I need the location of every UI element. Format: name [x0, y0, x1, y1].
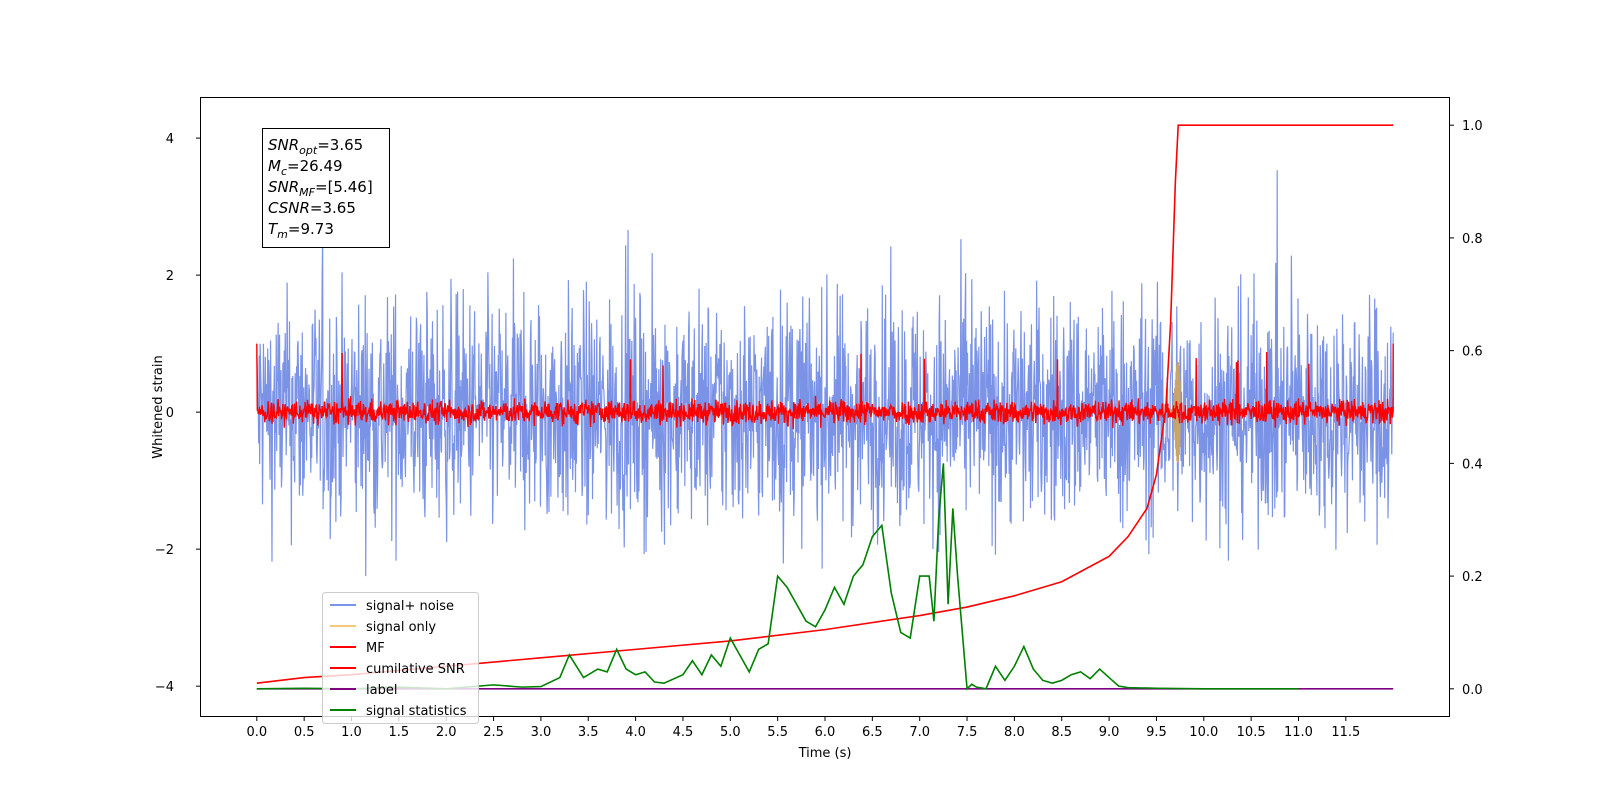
- x-tick-label: 8.5: [1051, 725, 1072, 740]
- legend-label: MF: [366, 641, 385, 656]
- y-axis-label: Whitened strain: [151, 355, 166, 458]
- y2-tick-label: 0.4: [1462, 457, 1483, 472]
- axes-layer: 0.0 0.5 1.0 1.5 2.0 2.5 3.0 3.5 4.0 4.5 5.0 5.5 6.0 6…: [155, 119, 1483, 740]
- x-tick-label: 4.5: [673, 725, 694, 740]
- y-tick-label: −2: [155, 543, 174, 558]
- x-tick-label: 0.5: [294, 725, 315, 740]
- legend-label: signal only: [366, 620, 436, 635]
- x-tick-label: 2.0: [436, 725, 457, 740]
- x-tick-label: 5.5: [767, 725, 788, 740]
- annotation-box: SNRopt=3.65Mc=26.49SNRMF=[5.46]CSNR=3.65…: [262, 128, 390, 248]
- x-tick-label: 4.0: [625, 725, 646, 740]
- series-signal-noise: [256, 170, 1394, 577]
- plot-frame: [200, 97, 1450, 717]
- annotation-frame: [262, 128, 390, 248]
- legend-label: signal+ noise: [366, 599, 454, 614]
- series-signal-statistics: [256, 463, 1299, 691]
- legend-label: cumilative SNR: [366, 662, 465, 677]
- annotation-line: Tm=9.73: [268, 220, 334, 241]
- x-tick-label: 5.0: [720, 725, 741, 740]
- legend-label: label: [366, 683, 397, 698]
- x-tick-label: 3.0: [531, 725, 552, 740]
- annotation-line: SNRopt=3.65: [268, 136, 363, 157]
- x-tick-label: 9.5: [1146, 725, 1167, 740]
- y2-tick-label: 0.2: [1462, 570, 1483, 585]
- x-tick-label: 7.0: [909, 725, 930, 740]
- x-tick-label: 11.0: [1284, 725, 1313, 740]
- y-tick-label: 4: [166, 132, 174, 147]
- x-axis-label: Time (s): [798, 746, 852, 761]
- y2-tick-label: 0.0: [1462, 683, 1483, 698]
- x-tick-label: 1.0: [341, 725, 362, 740]
- legend: signal+ noise signal only MF cumilative SNR…: [322, 592, 479, 724]
- legend-frame: [322, 592, 479, 724]
- y2-tick-label: 0.8: [1462, 232, 1483, 247]
- series-cumulative-snr: [256, 124, 1394, 684]
- x-tick-label: 0.0: [246, 725, 267, 740]
- x-tick-label: 9.0: [1099, 725, 1120, 740]
- x-tick-label: 6.0: [815, 725, 836, 740]
- y-tick-label: −4: [155, 680, 174, 695]
- x-tick-label: 10.0: [1189, 725, 1218, 740]
- y2-tick-label: 0.6: [1462, 345, 1483, 360]
- y-tick-label: 0: [166, 406, 174, 421]
- annotation-line: CSNR=3.65: [268, 199, 356, 217]
- x-tick-label: 1.5: [389, 725, 410, 740]
- series-mf: [256, 343, 1394, 430]
- x-tick-label: 6.5: [862, 725, 883, 740]
- x-tick-label: 11.5: [1331, 725, 1360, 740]
- annotation-line: SNRMF=[5.46]: [268, 178, 373, 199]
- x-tick-label: 7.5: [957, 725, 978, 740]
- x-tick-label: 10.5: [1237, 725, 1266, 740]
- x-tick-label: 3.5: [578, 725, 599, 740]
- annotation-line: Mc=26.49: [268, 157, 343, 178]
- y2-tick-label: 1.0: [1462, 119, 1483, 134]
- legend-label: signal statistics: [366, 704, 467, 719]
- y-tick-label: 2: [166, 269, 174, 284]
- x-tick-label: 2.5: [483, 725, 504, 740]
- x-tick-label: 8.0: [1004, 725, 1025, 740]
